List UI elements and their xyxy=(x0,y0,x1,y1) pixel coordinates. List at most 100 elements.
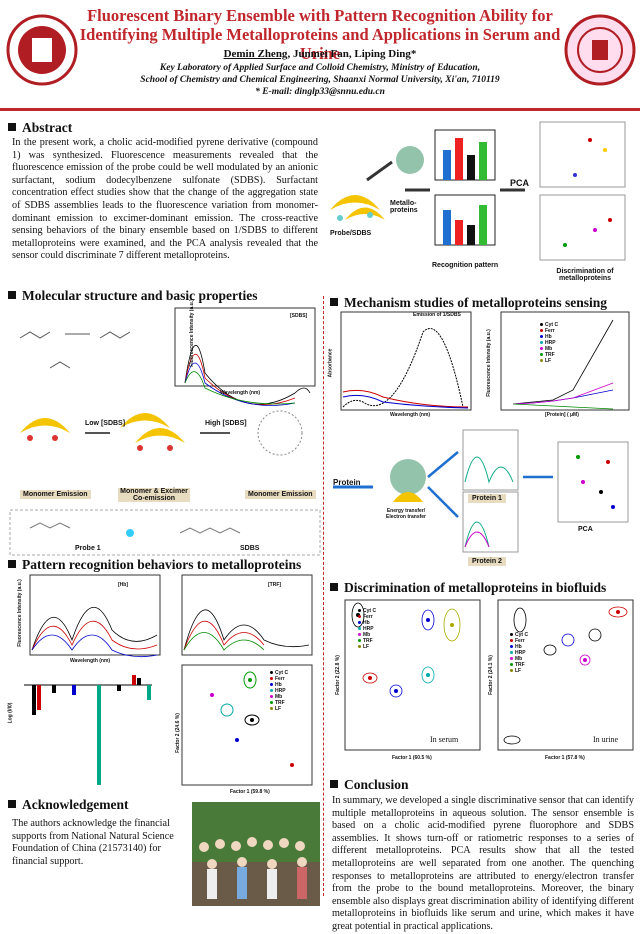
legend-entry: TRF xyxy=(270,700,288,706)
legend-swatch xyxy=(510,669,513,672)
abstract-text: In the present work, a cholic acid-modif… xyxy=(12,137,318,262)
legend-label: Cyt C xyxy=(363,608,377,614)
legend: Cyt C Ferr Hb HRP Mb TRF LF xyxy=(510,632,528,674)
fig-label: Log (I/I0) xyxy=(7,702,14,724)
legend-entry: Mb xyxy=(270,694,288,700)
legend-entry: TRF xyxy=(358,638,376,644)
fig-label: Fluorescence Intensity (a.u.) xyxy=(188,299,195,367)
title: Fluorescent Binary Ensemble with Pattern… xyxy=(79,6,561,63)
fig-label: Wavelength (nm) xyxy=(390,412,431,418)
legend: Cyt C Ferr Hb HRP Mb TRF LF xyxy=(358,608,376,650)
legend-entry: Hb xyxy=(510,644,528,650)
legend-label: Ferr xyxy=(363,614,373,620)
ack-heading: Acknowledgement xyxy=(8,797,129,813)
legend-swatch xyxy=(358,639,361,642)
legend-entry: HRP xyxy=(540,340,558,346)
legend-swatch xyxy=(270,701,273,704)
fig-label: SDBS xyxy=(240,545,260,552)
fig-label: Probe/SDBS xyxy=(330,230,372,237)
legend-label: Hb xyxy=(275,682,282,688)
legend-label: Mb xyxy=(515,656,523,662)
presenter: Demin Zheng xyxy=(223,48,288,60)
legend-swatch xyxy=(510,639,513,642)
legend-label: Mb xyxy=(363,632,371,638)
legend-entry: Mb xyxy=(540,346,558,352)
legend-label: LF xyxy=(545,358,552,364)
legend-label: Mb xyxy=(275,694,283,700)
authors: Demin Zheng, Junmei Fan, Liping Ding* xyxy=(70,48,570,60)
legend-swatch xyxy=(270,671,273,674)
legend-swatch xyxy=(270,683,273,686)
legend-swatch xyxy=(540,347,543,350)
legend-swatch xyxy=(540,341,543,344)
legend-entry: Ferr xyxy=(540,328,558,334)
fig-label: Monomer Emission xyxy=(20,490,91,499)
legend-label: Ferr xyxy=(515,638,525,644)
fig-label: High [SDBS] xyxy=(205,420,247,427)
legend-entry: Mb xyxy=(510,656,528,662)
legend-label: HRP xyxy=(275,688,286,694)
fig-label: Factor 1 (57.8 %) xyxy=(545,755,585,761)
legend-swatch xyxy=(358,621,361,624)
column-divider xyxy=(323,296,324,896)
legend-swatch xyxy=(510,663,513,666)
legend-entry: Cyt C xyxy=(510,632,528,638)
logo-right xyxy=(564,14,636,86)
fig-label: Energy transfer/ Electron transfer xyxy=(385,508,426,520)
fig-label: Factor 2 (24.6 %) xyxy=(174,713,181,753)
legend-label: Cyt C xyxy=(545,322,559,328)
fig-label: Wavelength (nm) xyxy=(220,390,261,396)
legend-entry: Hb xyxy=(540,334,558,340)
legend-entry: Hb xyxy=(270,682,288,688)
legend-swatch xyxy=(540,323,543,326)
legend-swatch xyxy=(270,695,273,698)
fig-label: In serum xyxy=(430,735,459,744)
fig-label: [Hb] xyxy=(118,582,128,588)
discrimination-figure xyxy=(344,599,634,751)
fig-label: PCA xyxy=(510,178,530,188)
legend-entry: Cyt C xyxy=(270,670,288,676)
legend: Cyt C Ferr Hb HRP Mb TRF LF xyxy=(270,670,288,712)
legend-entry: Ferr xyxy=(510,638,528,644)
legend-swatch xyxy=(540,329,543,332)
legend-entry: Mb xyxy=(358,632,376,638)
legend-swatch xyxy=(358,615,361,618)
legend-label: LF xyxy=(363,644,370,650)
poster: {"header":{"title":"Fluorescent Binary E… xyxy=(0,0,640,915)
legend-entry: Hb xyxy=(358,620,376,626)
legend-entry: LF xyxy=(540,358,558,364)
fig-label: Low [SDBS] xyxy=(85,420,126,427)
legend-swatch xyxy=(270,677,273,680)
coauthors: , Junmei Fan, Liping Ding* xyxy=(287,48,417,60)
legend-swatch xyxy=(358,609,361,612)
legend-swatch xyxy=(540,359,543,362)
legend-entry: HRP xyxy=(270,688,288,694)
legend-label: TRF xyxy=(363,638,373,644)
legend-label: HRP xyxy=(515,650,526,656)
fig-label: Factor 2 (24.1 %) xyxy=(487,655,494,695)
group-photo xyxy=(192,802,320,906)
legend-entry: Ferr xyxy=(358,614,376,620)
legend-entry: TRF xyxy=(540,352,558,358)
affiliation: Key Laboratory of Applied Surface and Co… xyxy=(70,62,570,98)
discrimination-heading: Discrimination of metalloproteins in bio… xyxy=(330,580,606,596)
legend-swatch xyxy=(510,651,513,654)
fig-label: Protein xyxy=(333,478,361,487)
legend-label: HRP xyxy=(545,340,556,346)
fig-label: Absorbance xyxy=(327,348,334,378)
legend-entry: Cyt C xyxy=(540,322,558,328)
legend-swatch xyxy=(358,645,361,648)
legend-swatch xyxy=(358,633,361,636)
logo-left xyxy=(6,14,78,86)
fig-label: Emission of 1/SDBS xyxy=(413,312,461,318)
legend-label: LF xyxy=(275,706,282,712)
molecular-figure xyxy=(9,307,321,556)
legend-label: Cyt C xyxy=(275,670,289,676)
legend-label: HRP xyxy=(363,626,374,632)
legend-swatch xyxy=(540,335,543,338)
legend-label: Ferr xyxy=(275,676,285,682)
fig-label: Metallo-proteins xyxy=(390,200,418,214)
fig-label: Probe 1 xyxy=(75,545,101,552)
molecular-heading: Molecular structure and basic properties xyxy=(8,288,257,304)
fig-label: [SDBS] xyxy=(290,313,308,319)
